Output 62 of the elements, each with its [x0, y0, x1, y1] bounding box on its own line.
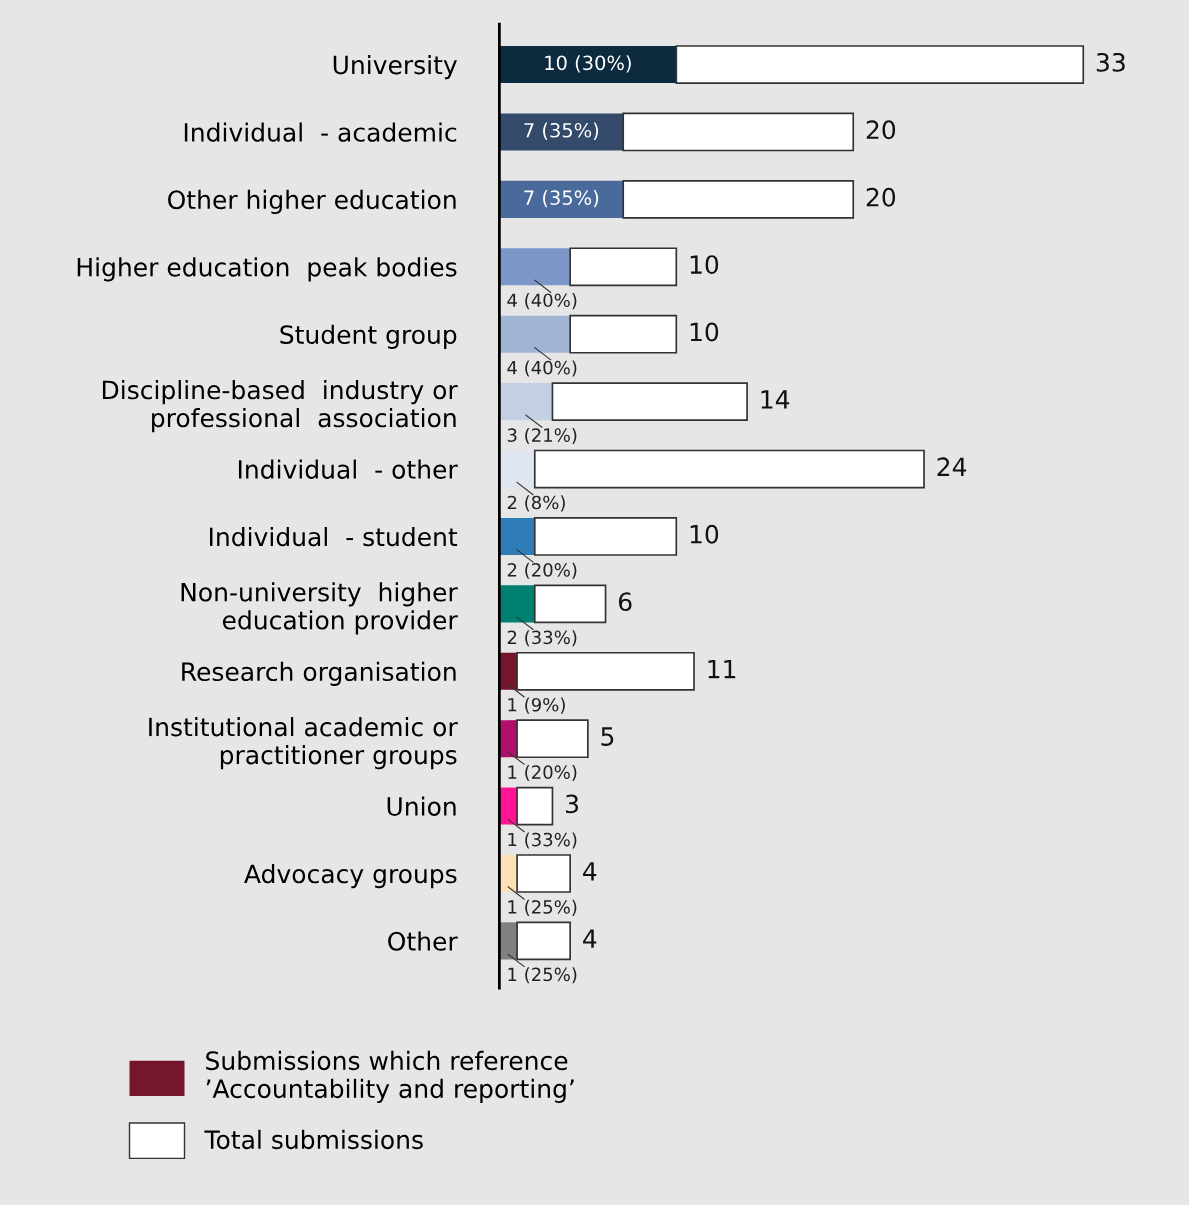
bar [499, 46, 677, 84]
y-tick-label: University [333, 55, 457, 80]
y-tick-label: Individual - student [209, 526, 458, 547]
total-label: 3 [566, 794, 579, 814]
total-label: 20 [866, 120, 896, 140]
total-label: 20 [866, 187, 896, 207]
y-tick-label: Union [387, 796, 456, 816]
y-tick-label: Other [388, 931, 458, 951]
total-label: 10 [690, 524, 719, 544]
y-tick-label: Non-university higher education provider [181, 582, 458, 635]
bar [499, 383, 553, 421]
y-tick-label: Higher education peak bodies [77, 257, 457, 282]
total-label: 10 [690, 255, 719, 275]
bar [499, 450, 535, 488]
y-tick-label: Individual - other [238, 459, 458, 479]
data-label: 10 (30%) [545, 55, 631, 73]
bar [622, 112, 855, 152]
total-label: 4 [583, 929, 597, 948]
data-label: 4 (40%) [507, 360, 577, 377]
y-tick-label: Research organisation [182, 661, 456, 686]
y-tick-label: Institutional academic or practitioner groups [149, 717, 458, 770]
bar [499, 517, 535, 555]
total-label: 4 [583, 862, 597, 881]
data-label: 2 (33%) [507, 630, 577, 647]
data-label: 4 (40%) [507, 293, 577, 310]
y-tick-label: Advocacy groups [244, 864, 457, 889]
bar [569, 247, 678, 287]
total-label: 6 [618, 592, 632, 612]
total-label: 14 [761, 390, 790, 409]
data-label: 1 (33%) [508, 832, 577, 849]
bar [499, 315, 571, 353]
legend-label: Total submissions [204, 1129, 423, 1150]
bar [499, 585, 535, 623]
bar [551, 382, 748, 421]
y-tick-label: Individual - academic [184, 122, 457, 142]
total-label: 10 [690, 322, 719, 342]
bar [533, 449, 925, 489]
data-label: 1 (25%) [508, 967, 577, 984]
legend-label: Submissions which reference ’Accountability and reporting’ [206, 1050, 574, 1104]
bar [533, 517, 678, 556]
total-label: 24 [937, 457, 967, 476]
bar [622, 179, 855, 219]
data-label: 1 (25%) [508, 899, 577, 916]
data-label: 1 (20%) [508, 765, 577, 782]
bar [499, 248, 571, 286]
bar [569, 314, 678, 354]
y-tick-label: Discipline-based industry or professional association [102, 380, 458, 433]
bar [675, 45, 1085, 84]
data-label: 7 (35%) [524, 122, 599, 140]
total-label: 11 [708, 659, 736, 679]
bar [499, 180, 624, 218]
data-label: 1 (9%) [508, 697, 565, 714]
y-tick-label: Student group [280, 324, 457, 349]
data-label: 7 (35%) [524, 189, 599, 208]
bar [499, 113, 624, 151]
total-label: 33 [1096, 52, 1125, 72]
y-tick-label: Other higher education [168, 189, 456, 215]
total-label: 5 [601, 727, 614, 746]
bar [533, 584, 607, 624]
data-label: 3 (21%) [507, 427, 577, 445]
data-label: 2 (8%) [507, 495, 565, 512]
data-label: 2 (20%) [507, 562, 577, 579]
